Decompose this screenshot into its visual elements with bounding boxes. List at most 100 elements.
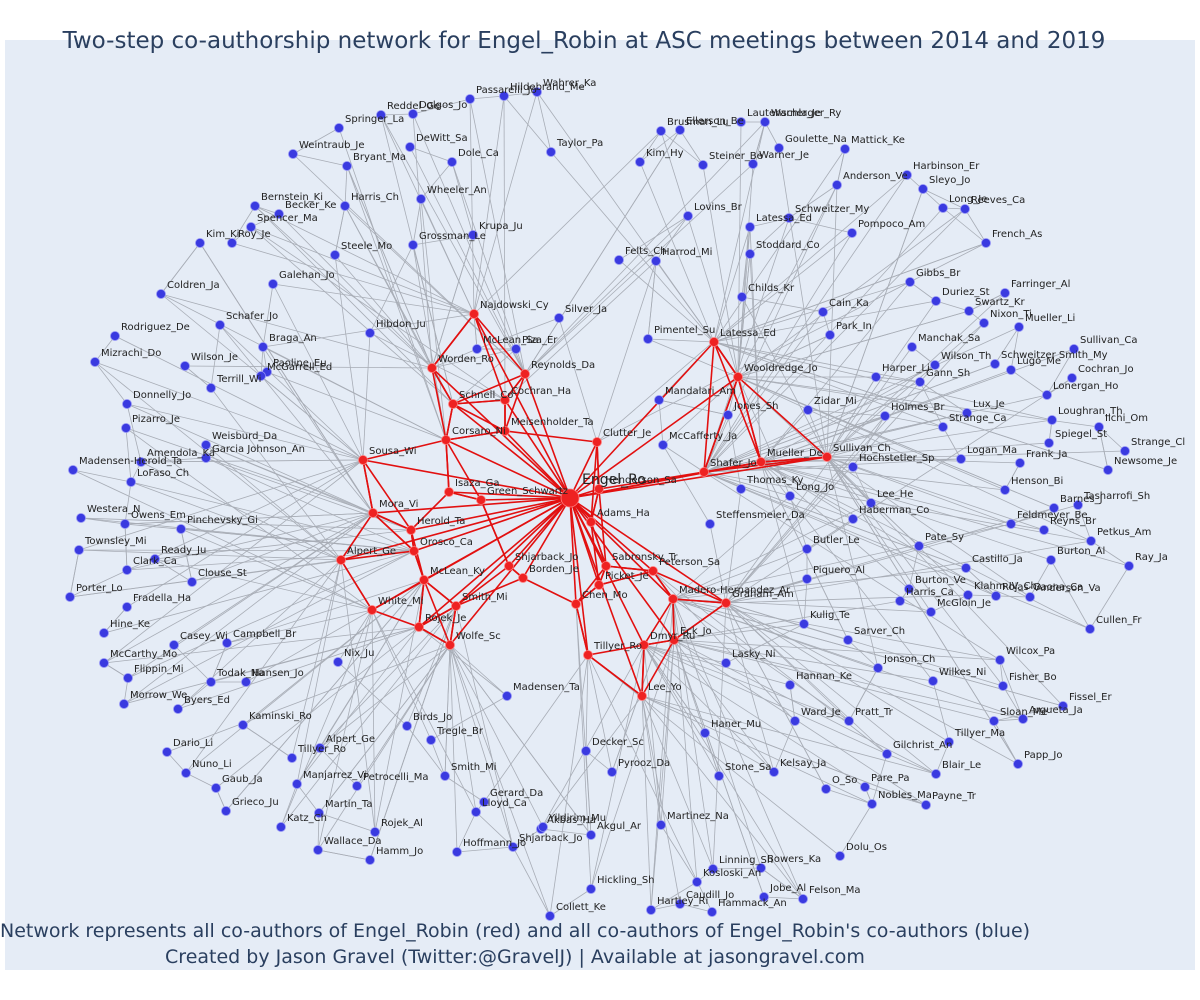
- second-step-node[interactable]: [675, 125, 685, 135]
- second-step-node[interactable]: [1044, 438, 1054, 448]
- second-step-node[interactable]: [930, 360, 940, 370]
- second-step-node[interactable]: [342, 161, 352, 171]
- second-step-node[interactable]: [607, 767, 617, 777]
- second-step-node[interactable]: [408, 240, 418, 250]
- second-step-node[interactable]: [867, 799, 877, 809]
- second-step-node[interactable]: [405, 142, 415, 152]
- second-step-node[interactable]: [238, 720, 248, 730]
- second-step-node[interactable]: [1047, 415, 1057, 425]
- second-step-node[interactable]: [99, 658, 109, 668]
- second-step-node[interactable]: [554, 313, 564, 323]
- second-step-node[interactable]: [122, 602, 132, 612]
- second-step-node[interactable]: [287, 753, 297, 763]
- second-step-node[interactable]: [683, 211, 693, 221]
- second-step-node[interactable]: [340, 201, 350, 211]
- second-step-node[interactable]: [315, 743, 325, 753]
- second-step-node[interactable]: [65, 592, 75, 602]
- coauthor-node[interactable]: [594, 580, 604, 590]
- second-step-node[interactable]: [1039, 525, 1049, 535]
- second-step-node[interactable]: [1042, 390, 1052, 400]
- second-step-node[interactable]: [110, 331, 120, 341]
- second-step-node[interactable]: [471, 807, 481, 817]
- second-step-node[interactable]: [246, 222, 256, 232]
- second-step-node[interactable]: [873, 663, 883, 673]
- second-step-node[interactable]: [928, 676, 938, 686]
- second-step-node[interactable]: [1069, 344, 1079, 354]
- second-step-node[interactable]: [774, 143, 784, 153]
- second-step-node[interactable]: [821, 784, 831, 794]
- second-step-node[interactable]: [292, 779, 302, 789]
- second-step-node[interactable]: [866, 498, 876, 508]
- second-step-node[interactable]: [201, 453, 211, 463]
- second-step-node[interactable]: [1006, 365, 1016, 375]
- second-step-node[interactable]: [502, 691, 512, 701]
- second-step-node[interactable]: [256, 371, 266, 381]
- second-step-node[interactable]: [698, 160, 708, 170]
- second-step-node[interactable]: [944, 737, 954, 747]
- second-step-node[interactable]: [921, 800, 931, 810]
- second-step-node[interactable]: [760, 117, 770, 127]
- coauthor-node[interactable]: [592, 437, 602, 447]
- second-step-node[interactable]: [241, 677, 251, 687]
- second-step-node[interactable]: [700, 728, 710, 738]
- second-step-node[interactable]: [651, 256, 661, 266]
- second-step-node[interactable]: [708, 864, 718, 874]
- second-step-node[interactable]: [1014, 322, 1024, 332]
- second-step-node[interactable]: [1085, 624, 1095, 634]
- second-step-node[interactable]: [586, 884, 596, 894]
- second-step-node[interactable]: [1018, 714, 1028, 724]
- coauthor-node[interactable]: [414, 622, 424, 632]
- second-step-node[interactable]: [847, 228, 857, 238]
- second-step-node[interactable]: [1000, 288, 1010, 298]
- coauthor-node[interactable]: [444, 487, 454, 497]
- coauthor-node[interactable]: [469, 309, 479, 319]
- second-step-node[interactable]: [211, 783, 221, 793]
- second-step-node[interactable]: [707, 907, 717, 917]
- coauthor-node[interactable]: [560, 488, 580, 508]
- second-step-node[interactable]: [1000, 485, 1010, 495]
- second-step-node[interactable]: [122, 399, 132, 409]
- second-step-node[interactable]: [465, 94, 475, 104]
- second-step-node[interactable]: [745, 222, 755, 232]
- second-step-node[interactable]: [74, 545, 84, 555]
- second-step-node[interactable]: [714, 771, 724, 781]
- second-step-node[interactable]: [258, 342, 268, 352]
- second-step-node[interactable]: [705, 519, 715, 529]
- second-step-node[interactable]: [511, 344, 521, 354]
- second-step-node[interactable]: [964, 306, 974, 316]
- second-step-node[interactable]: [614, 255, 624, 265]
- coauthor-node[interactable]: [367, 605, 377, 615]
- second-step-node[interactable]: [408, 109, 418, 119]
- second-step-node[interactable]: [756, 863, 766, 873]
- coauthor-node[interactable]: [406, 525, 416, 535]
- second-step-node[interactable]: [201, 440, 211, 450]
- second-step-node[interactable]: [136, 457, 146, 467]
- second-step-node[interactable]: [288, 149, 298, 159]
- second-step-node[interactable]: [799, 619, 809, 629]
- second-step-node[interactable]: [748, 159, 758, 169]
- second-step-node[interactable]: [737, 292, 747, 302]
- second-step-node[interactable]: [402, 721, 412, 731]
- second-step-node[interactable]: [313, 845, 323, 855]
- second-step-node[interactable]: [1025, 592, 1035, 602]
- coauthor-node[interactable]: [520, 369, 530, 379]
- second-step-node[interactable]: [169, 640, 179, 650]
- second-step-node[interactable]: [126, 477, 136, 487]
- second-step-node[interactable]: [840, 144, 850, 154]
- second-step-node[interactable]: [1103, 465, 1113, 475]
- coauthor-node[interactable]: [733, 372, 743, 382]
- second-step-node[interactable]: [802, 574, 812, 584]
- second-step-node[interactable]: [120, 519, 130, 529]
- second-step-node[interactable]: [221, 806, 231, 816]
- second-step-node[interactable]: [586, 830, 596, 840]
- coauthor-node[interactable]: [668, 594, 678, 604]
- coauthor-node[interactable]: [721, 598, 731, 608]
- second-step-node[interactable]: [150, 554, 160, 564]
- second-step-node[interactable]: [905, 277, 915, 287]
- second-step-node[interactable]: [895, 596, 905, 606]
- second-step-node[interactable]: [1013, 759, 1023, 769]
- coauthor-node[interactable]: [648, 566, 658, 576]
- coauthor-node[interactable]: [448, 399, 458, 409]
- coauthor-node[interactable]: [583, 650, 593, 660]
- second-step-node[interactable]: [333, 657, 343, 667]
